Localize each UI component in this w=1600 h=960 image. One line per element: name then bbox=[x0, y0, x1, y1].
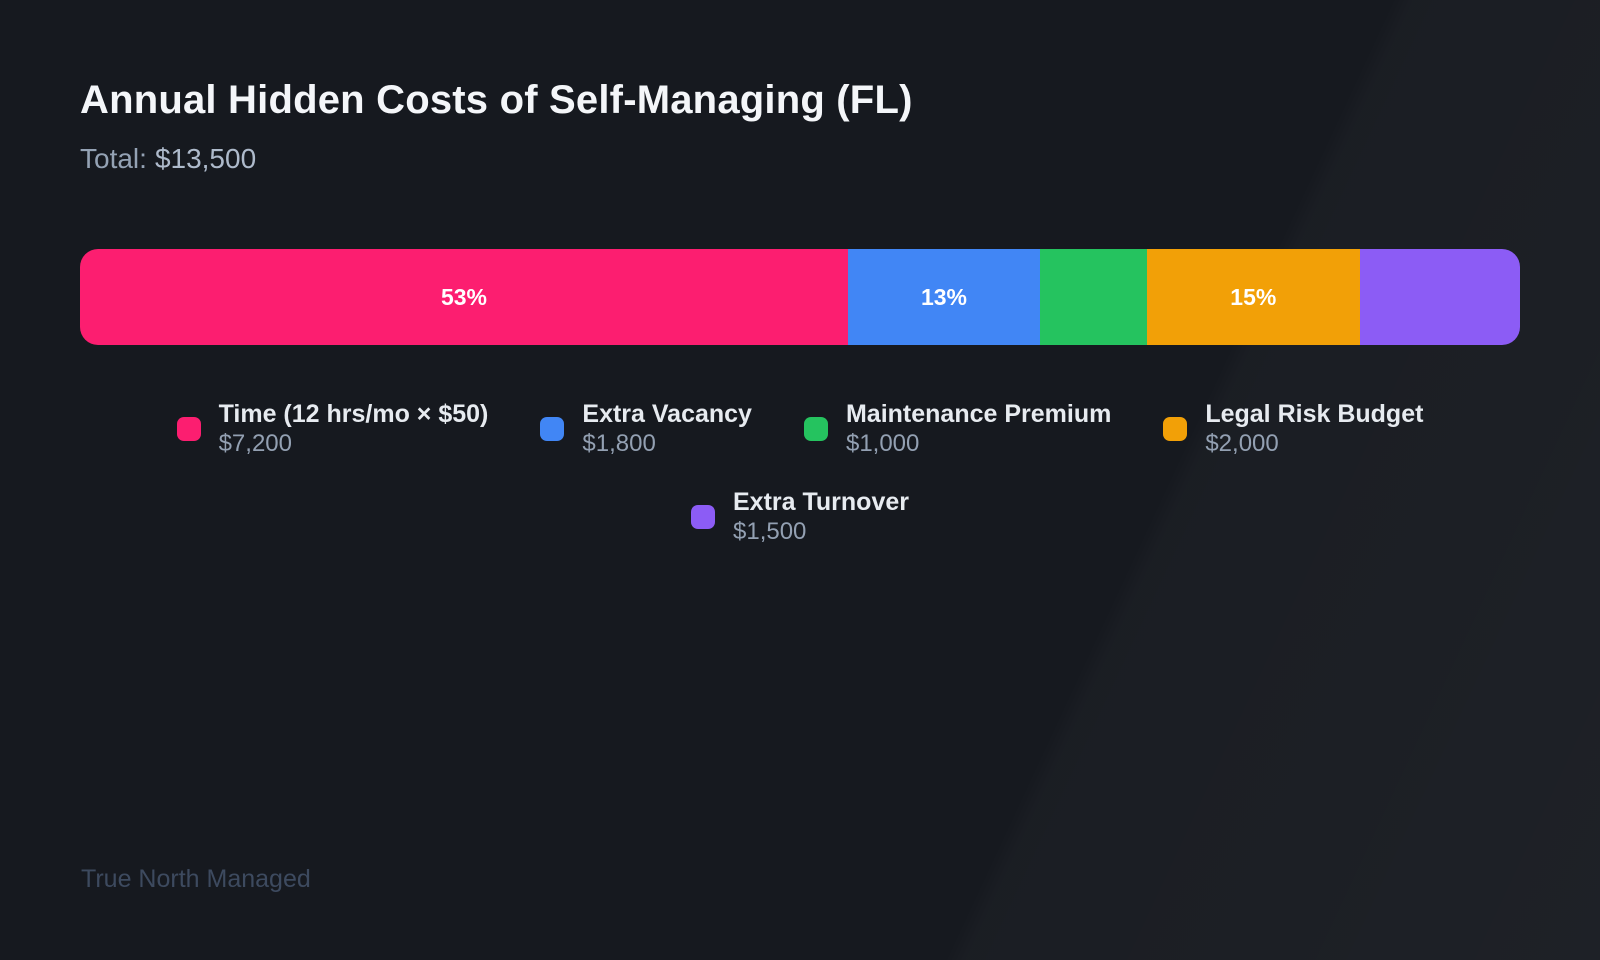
legend-swatch-icon bbox=[1163, 417, 1188, 441]
bar-segment-time-12-hrs-mo-50: 53% bbox=[80, 249, 848, 345]
bar-segment-extra-turnover bbox=[1359, 249, 1520, 345]
legend-name: Extra Turnover bbox=[733, 488, 909, 516]
legend-item-time-12-hrs-mo-50: Time (12 hrs/mo × $50) $7,200 bbox=[176, 399, 489, 459]
legend-name: Extra Vacancy bbox=[582, 400, 752, 428]
legend-name: Legal Risk Budget bbox=[1205, 400, 1424, 428]
segment-percent-label: 15% bbox=[1230, 283, 1277, 310]
legend-swatch-icon bbox=[691, 505, 715, 529]
legend-value: $7,200 bbox=[218, 430, 292, 457]
legend-swatch-icon bbox=[540, 417, 565, 441]
legend-item-maintenance-premium: Maintenance Premium $1,000 bbox=[803, 399, 1111, 459]
legend-text: Maintenance Premium $1,000 bbox=[846, 399, 1111, 459]
bar-segment-maintenance-premium bbox=[1040, 249, 1147, 345]
legend-text: Legal Risk Budget $2,000 bbox=[1205, 399, 1423, 459]
legend-item-extra-turnover: Extra Turnover $1,500 bbox=[691, 487, 909, 547]
chart-legend: Time (12 hrs/mo × $50) $7,200 Extra Vacanc… bbox=[120, 399, 1480, 547]
stacked-bar: 53% 13% 15% bbox=[80, 249, 1520, 345]
total-value: $13,500 bbox=[154, 143, 257, 174]
legend-value: $1,500 bbox=[733, 518, 807, 545]
legend-name: Maintenance Premium bbox=[845, 400, 1112, 428]
legend-value: $1,800 bbox=[582, 430, 656, 457]
segment-percent-label: 13% bbox=[920, 283, 968, 310]
legend-swatch-icon bbox=[176, 417, 201, 441]
legend-value: $2,000 bbox=[1205, 430, 1279, 457]
legend-text: Extra Turnover $1,500 bbox=[733, 487, 909, 547]
segment-percent-label: 53% bbox=[440, 283, 488, 310]
legend-text: Extra Vacancy $1,800 bbox=[582, 399, 752, 459]
legend-swatch-icon bbox=[803, 417, 828, 441]
footer-brand: True North Managed bbox=[81, 865, 311, 893]
bar-segment-extra-vacancy: 13% bbox=[848, 249, 1040, 345]
legend-item-extra-vacancy: Extra Vacancy $1,800 bbox=[540, 399, 752, 459]
bar-segment-legal-risk-budget: 15% bbox=[1146, 249, 1360, 345]
chart-title: Annual Hidden Costs of Self-Managing (FL… bbox=[80, 78, 913, 122]
chart-total: Total: $13,500 bbox=[80, 143, 1520, 175]
legend-name: Time (12 hrs/mo × $50) bbox=[218, 400, 489, 428]
legend-value: $1,000 bbox=[845, 430, 920, 457]
legend-text: Time (12 hrs/mo × $50) $7,200 bbox=[219, 399, 489, 459]
chart-page: Annual Hidden Costs of Self-Managing (FL… bbox=[80, 78, 1520, 547]
legend-item-legal-risk-budget: Legal Risk Budget $2,000 bbox=[1163, 399, 1423, 459]
total-label: Total: bbox=[80, 143, 147, 174]
